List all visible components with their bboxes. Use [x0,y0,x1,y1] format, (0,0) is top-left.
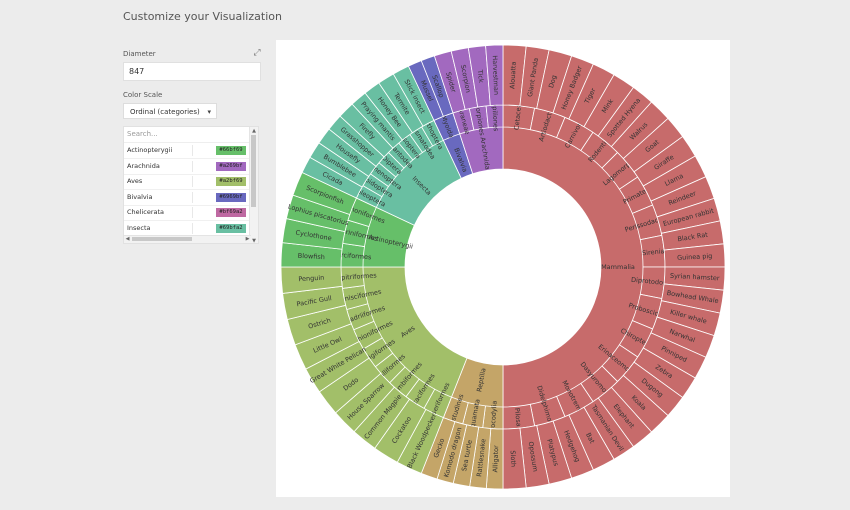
segment-label: Blowfish [298,252,326,261]
row-divider [192,222,193,234]
page-title: Customize your Visualization [123,10,282,23]
row-divider [192,191,193,203]
row-divider [192,207,193,218]
segment-label: Mammalia [601,263,635,271]
color-list-panel: Search... Actinopterygii #66bf69 Arachnida… [123,126,259,244]
color-row[interactable]: Aves #a2bf69 [124,174,251,190]
segment-label: Sirenia [642,247,665,257]
segment-label: Crocodylia [488,400,498,435]
visualization-card: Mammalia Cetacea Artiodactyla Carnivora Rode… [276,40,730,497]
segment-label: Alouatta [508,61,517,89]
segment-label: Opiliones [490,101,500,132]
segment-label: Harvestman [491,55,501,95]
color-scale-select[interactable]: Ordinal (categories) ▾ [123,103,217,119]
scroll-left-icon[interactable]: ◀ [125,236,130,242]
segment-label: Perciformes [333,251,372,262]
scrollbar-thumb[interactable] [251,135,256,207]
segment-label: Pilosa [513,408,523,427]
color-row[interactable]: Bivalvia #6969bf [124,190,251,206]
color-scale-label: Color Scale [123,91,163,99]
vertical-scrollbar[interactable]: ▲ ▼ [249,127,258,244]
segment-label: Guinea pig [677,252,713,262]
color-row-name: Chelicerata [127,208,165,216]
color-row-name: Aves [127,177,143,185]
color-swatch[interactable]: #a269bf [216,161,246,171]
color-swatch[interactable]: #66bf69 [216,146,246,155]
segment-label: Penguin [298,274,324,284]
segment-label: Tick [476,68,486,83]
color-row[interactable]: Chelicerata #bf69a2 [124,205,251,221]
color-scale-value: Ordinal (categories) [130,108,200,116]
diameter-input[interactable]: 847 [123,62,261,81]
row-divider [192,145,193,156]
color-swatch[interactable]: #a2bf69 [216,177,246,186]
color-swatch[interactable]: #69bfa2 [216,223,246,233]
row-divider [192,176,193,187]
color-row-name: Actinopterygii [127,146,173,154]
chevron-down-icon: ▾ [207,108,211,116]
sunburst-segment-leaf[interactable] [485,44,504,106]
color-swatch[interactable]: #6969bf [216,192,246,202]
row-divider [192,160,193,172]
segment-label: Dog [547,74,558,89]
color-swatch[interactable]: #bf69a2 [216,208,246,217]
color-row-name: Bivalvia [127,192,153,201]
segment-label: Accipitriformes [328,271,378,282]
color-row[interactable]: Arachnida #a269bf [124,159,251,175]
color-row[interactable]: Actinopterygii #66bf69 [124,143,251,159]
segment-label: Alligator [491,445,500,473]
scrollbar-thumb-horizontal[interactable] [132,237,192,241]
segment-label: Sloth [509,450,518,467]
scroll-up-icon[interactable]: ▲ [252,128,256,134]
color-row-name: Insecta [127,223,151,232]
segment-label: Syrian hamster [670,272,720,283]
search-input[interactable]: Search... [124,127,258,143]
diameter-label: Diameter [123,50,156,58]
expand-icon[interactable]: ⤢ [253,48,261,58]
scroll-down-icon[interactable]: ▼ [252,238,256,244]
horizontal-scrollbar[interactable]: ◀ ▶ [124,235,251,243]
scroll-right-icon[interactable]: ▶ [245,236,250,242]
color-row-name: Arachnida [127,161,160,170]
segment-label: Cetacea [513,103,524,130]
